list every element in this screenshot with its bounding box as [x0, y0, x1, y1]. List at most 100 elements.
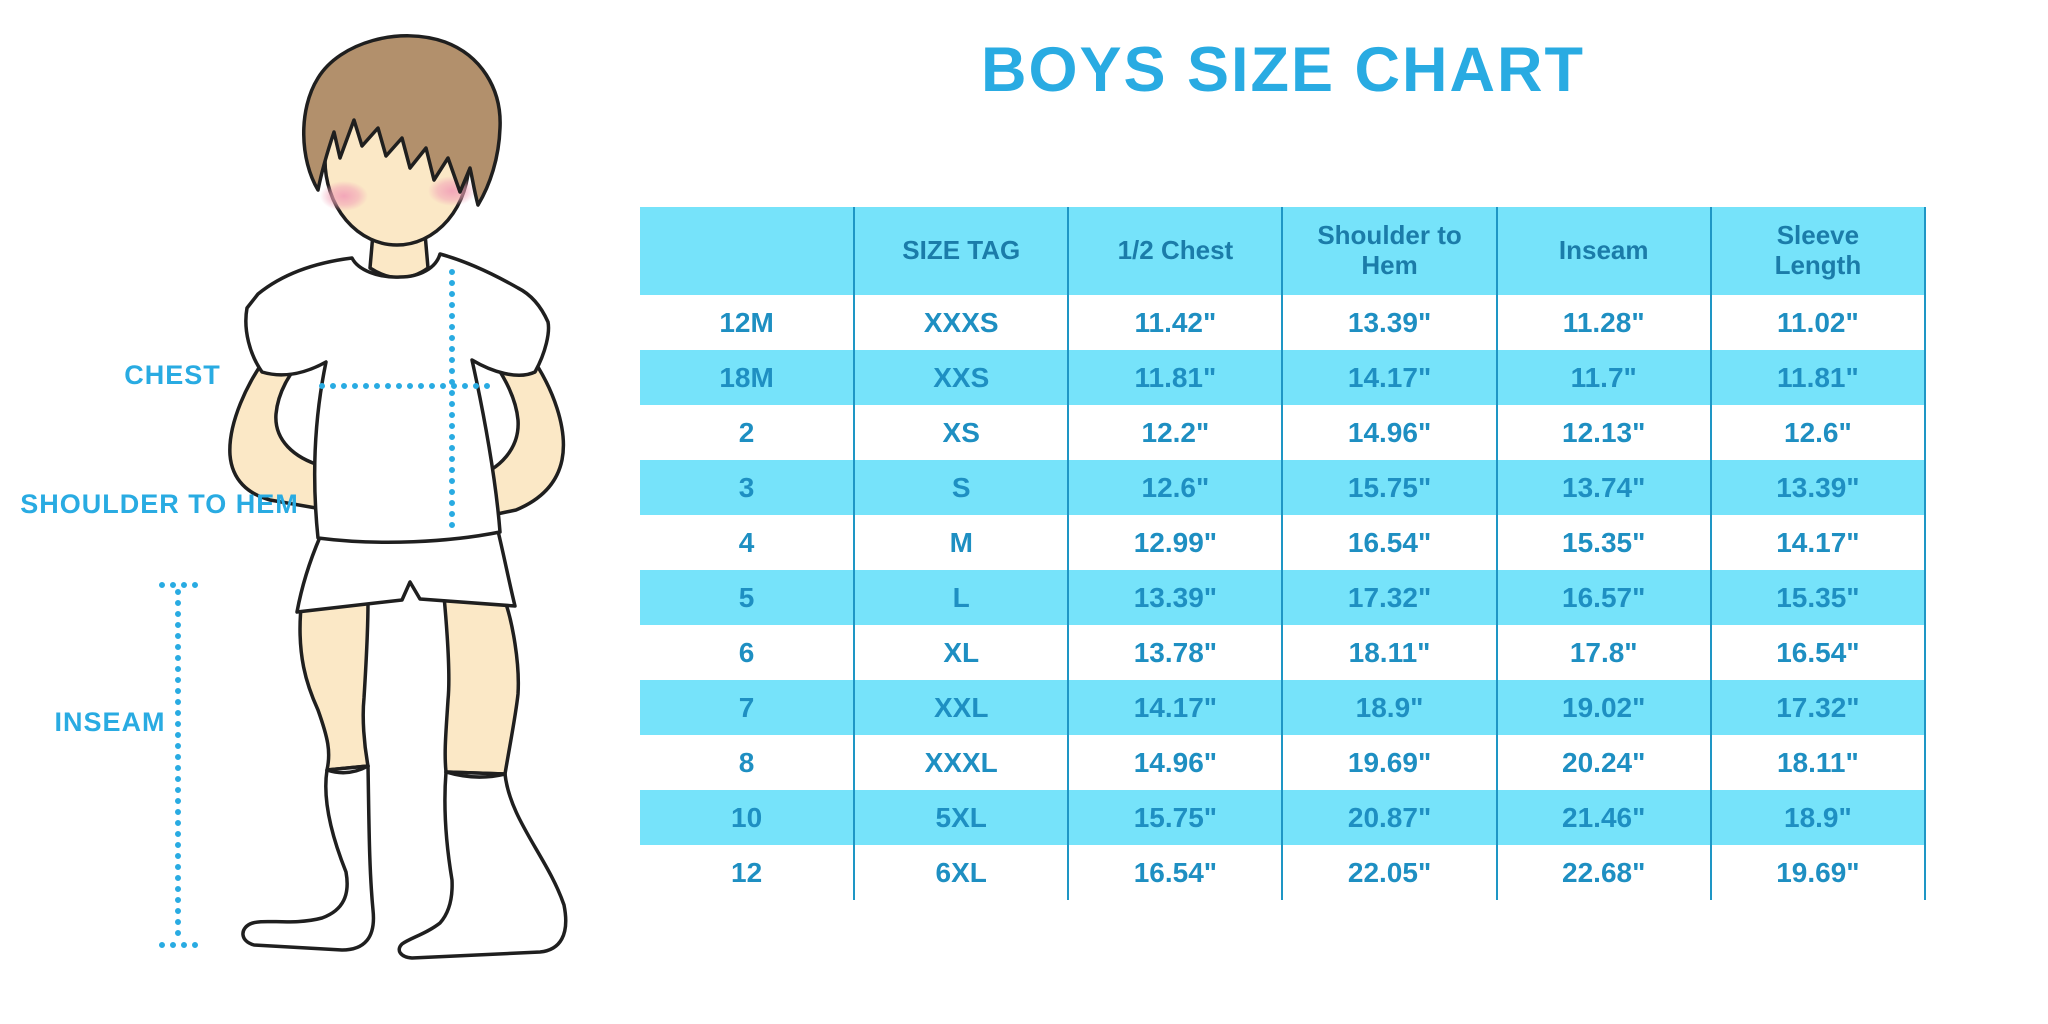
table-cell: 22.05" — [1281, 845, 1497, 900]
header-cell: 1/2 Chest — [1067, 207, 1283, 295]
boy-sock-left — [241, 764, 376, 952]
table-row: 12 6XL 16.54" 22.05" 22.68" 19.69" — [640, 845, 1927, 900]
table-cell: 16.54" — [1709, 625, 1927, 680]
table-cell: 6 — [738, 636, 755, 668]
table-row: 7 XXL 14.17" 18.9" 19.02" 17.32" — [640, 680, 1927, 735]
table-cell: 16.54" — [1067, 845, 1283, 900]
header-cell: SIZE TAG — [853, 207, 1069, 295]
table-cell: 18.11" — [1281, 625, 1497, 680]
table-cell: 18M — [719, 361, 774, 393]
table-cell: XS — [853, 405, 1069, 460]
table-cell: 19.02" — [1495, 680, 1711, 735]
table-cell: 16.57" — [1495, 570, 1711, 625]
boy-sock-right — [397, 770, 568, 960]
table-cell: 12.2" — [1067, 405, 1283, 460]
inseam-label: INSEAM — [54, 707, 166, 737]
table-cell: XXXL — [853, 735, 1069, 790]
table-cell: 8 — [738, 746, 755, 778]
boy-illustration — [159, 34, 568, 960]
boy-shirt — [244, 252, 551, 545]
table-cell: 5 — [738, 581, 755, 613]
table-cell: 11.02" — [1709, 295, 1927, 350]
table-cell: 14.17" — [1709, 515, 1927, 570]
table-cell: 20.24" — [1495, 735, 1711, 790]
table-row: 8 XXXL 14.96" 19.69" 20.24" 18.11" — [640, 735, 1927, 790]
table-cell: 12.99" — [1067, 515, 1283, 570]
table-cell: 11.42" — [1067, 295, 1283, 350]
table-row: 18M XXS 11.81" 14.17" 11.7" 11.81" — [640, 350, 1927, 405]
boy-shorts — [295, 529, 517, 614]
table-cell: 18.9" — [1709, 790, 1927, 845]
table-cell: 12.6" — [1067, 460, 1283, 515]
table-row: 3 S 12.6" 15.75" 13.74" 13.39" — [640, 460, 1927, 515]
table-cell: 12.13" — [1495, 405, 1711, 460]
boy-blush-left — [320, 181, 368, 211]
header-cell: Shoulder to Hem — [1281, 207, 1497, 295]
table-cell: 14.17" — [1067, 680, 1283, 735]
table-cell: 2 — [738, 416, 755, 448]
table-cell: 18.9" — [1281, 680, 1497, 735]
table-cell: 14.17" — [1281, 350, 1497, 405]
table-cell: XL — [853, 625, 1069, 680]
table-cell: 17.8" — [1495, 625, 1711, 680]
table-cell: 11.81" — [1067, 350, 1283, 405]
table-cell: 11.7" — [1495, 350, 1711, 405]
table-cell: 17.32" — [1709, 680, 1927, 735]
header-cell: Inseam — [1495, 207, 1711, 295]
table-cell: 21.46" — [1495, 790, 1711, 845]
table-cell: 12 — [731, 856, 763, 888]
table-row: 6 XL 13.78" 18.11" 17.8" 16.54" — [640, 625, 1927, 680]
table-cell: 20.87" — [1281, 790, 1497, 845]
table-row: 2 XS 12.2" 14.96" 12.13" 12.6" — [640, 405, 1927, 460]
table-cell: 17.32" — [1281, 570, 1497, 625]
table-cell: 14.96" — [1067, 735, 1283, 790]
table-body: 12M XXXS 11.42" 13.39" 11.28" 11.02" 18M XXS 11.… — [640, 295, 1927, 900]
chest-label: CHEST — [124, 360, 221, 390]
table-row: 12M XXXS 11.42" 13.39" 11.28" 11.02" — [640, 295, 1927, 350]
table-cell: 15.35" — [1709, 570, 1927, 625]
table-cell: 13.74" — [1495, 460, 1711, 515]
size-table: SIZE TAG 1/2 Chest Shoulder to Hem Inseam Sl… — [640, 207, 1927, 900]
table-cell: 13.39" — [1709, 460, 1927, 515]
table-cell: 19.69" — [1281, 735, 1497, 790]
table-cell: 15.35" — [1495, 515, 1711, 570]
table-cell: 10 — [731, 801, 763, 833]
table-cell: L — [853, 570, 1069, 625]
table-cell: 19.69" — [1709, 845, 1927, 900]
header-row: SIZE TAG 1/2 Chest Shoulder to Hem Inseam Sl… — [640, 207, 1927, 295]
table-cell: 14.96" — [1281, 405, 1497, 460]
header-cell — [640, 207, 855, 295]
table-cell: 4 — [738, 526, 755, 558]
sock-top-line-left — [325, 764, 370, 775]
table-cell: XXS — [853, 350, 1069, 405]
table-cell: 15.75" — [1281, 460, 1497, 515]
table-cell: 11.28" — [1495, 295, 1711, 350]
table-cell: 12.6" — [1709, 405, 1927, 460]
boy-leg-right — [442, 594, 521, 776]
table-head: SIZE TAG 1/2 Chest Shoulder to Hem Inseam Sl… — [640, 207, 1927, 295]
table-cell: M — [853, 515, 1069, 570]
table-cell: S — [853, 460, 1069, 515]
sock-top-line-right — [444, 770, 507, 779]
table-cell: XXL — [853, 680, 1069, 735]
table-cell: 3 — [738, 471, 755, 503]
shoulder-to-hem-label: SHOULDER TO HEM — [20, 489, 299, 519]
table-cell: 16.54" — [1281, 515, 1497, 570]
table-cell: 5XL — [853, 790, 1069, 845]
table-cell: 11.81" — [1709, 350, 1927, 405]
table-cell: 22.68" — [1495, 845, 1711, 900]
table-row: 10 5XL 15.75" 20.87" 21.46" 18.9" — [640, 790, 1927, 845]
boy-hair — [302, 34, 502, 207]
table-cell: 13.78" — [1067, 625, 1283, 680]
table-row: 5 L 13.39" 17.32" 16.57" 15.35" — [640, 570, 1927, 625]
table-cell: 7 — [738, 691, 755, 723]
table-cell: 18.11" — [1709, 735, 1927, 790]
table-cell: 6XL — [853, 845, 1069, 900]
table-row: 4 M 12.99" 16.54" 15.35" 14.17" — [640, 515, 1927, 570]
table-cell: 13.39" — [1067, 570, 1283, 625]
page-title: BOYS SIZE CHART — [980, 35, 1586, 105]
table-cell: 13.39" — [1281, 295, 1497, 350]
table-cell: 12M — [719, 306, 774, 338]
table-cell: 15.75" — [1067, 790, 1283, 845]
